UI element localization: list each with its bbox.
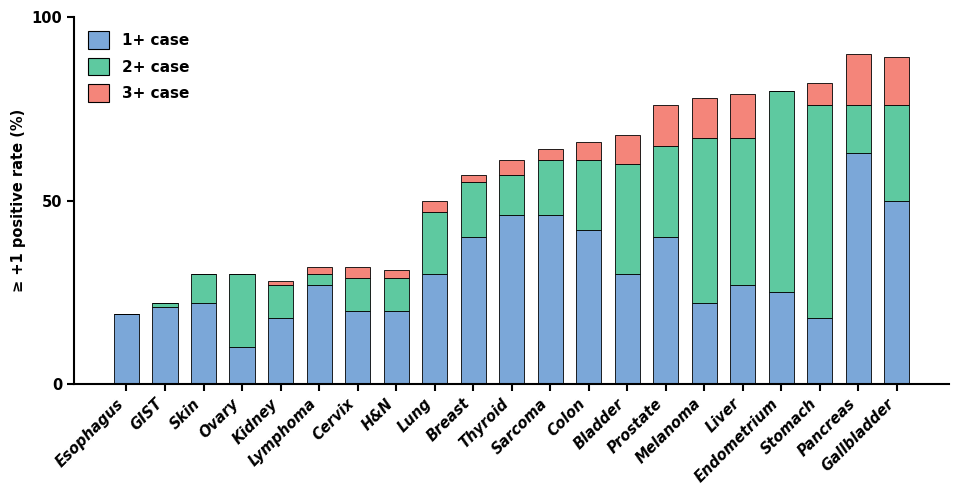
Bar xyxy=(268,318,293,384)
Bar xyxy=(807,318,832,384)
Bar xyxy=(576,142,601,160)
Bar xyxy=(691,98,716,138)
Bar xyxy=(229,274,254,347)
Bar xyxy=(576,160,601,230)
Bar xyxy=(846,105,871,153)
Bar xyxy=(422,200,447,212)
Bar xyxy=(461,175,486,182)
Bar xyxy=(884,105,909,200)
Bar xyxy=(769,90,794,292)
Bar xyxy=(306,267,331,274)
Bar xyxy=(846,153,871,384)
Bar xyxy=(345,310,370,384)
Legend: 1+ case, 2+ case, 3+ case: 1+ case, 2+ case, 3+ case xyxy=(82,25,195,108)
Bar xyxy=(384,270,409,278)
Bar xyxy=(422,212,447,274)
Bar xyxy=(306,274,331,285)
Bar xyxy=(884,200,909,384)
Bar xyxy=(538,215,563,384)
Bar xyxy=(191,304,216,384)
Bar xyxy=(614,164,639,274)
Bar xyxy=(614,274,639,384)
Bar xyxy=(345,267,370,278)
Bar xyxy=(384,278,409,310)
Bar xyxy=(345,278,370,310)
Bar xyxy=(730,285,756,384)
Bar xyxy=(807,105,832,318)
Bar xyxy=(538,160,563,215)
Bar xyxy=(538,149,563,160)
Bar xyxy=(614,134,639,164)
Bar xyxy=(730,94,756,138)
Bar xyxy=(306,285,331,384)
Bar xyxy=(846,54,871,105)
Bar xyxy=(153,307,178,384)
Bar xyxy=(461,182,486,237)
Bar xyxy=(691,138,716,304)
Y-axis label: ≥ +1 positive rate (%): ≥ +1 positive rate (%) xyxy=(12,109,26,292)
Bar xyxy=(499,175,524,215)
Bar xyxy=(884,58,909,105)
Bar xyxy=(730,138,756,285)
Bar xyxy=(229,347,254,384)
Bar xyxy=(769,292,794,384)
Bar xyxy=(807,83,832,105)
Bar xyxy=(461,237,486,384)
Bar xyxy=(153,304,178,307)
Bar xyxy=(499,160,524,175)
Bar xyxy=(499,215,524,384)
Bar xyxy=(268,281,293,285)
Bar xyxy=(191,274,216,304)
Bar xyxy=(691,304,716,384)
Bar xyxy=(576,230,601,384)
Bar xyxy=(422,274,447,384)
Bar xyxy=(268,285,293,318)
Bar xyxy=(653,105,678,145)
Bar xyxy=(653,145,678,237)
Bar xyxy=(384,310,409,384)
Bar xyxy=(114,314,139,384)
Bar xyxy=(653,237,678,384)
